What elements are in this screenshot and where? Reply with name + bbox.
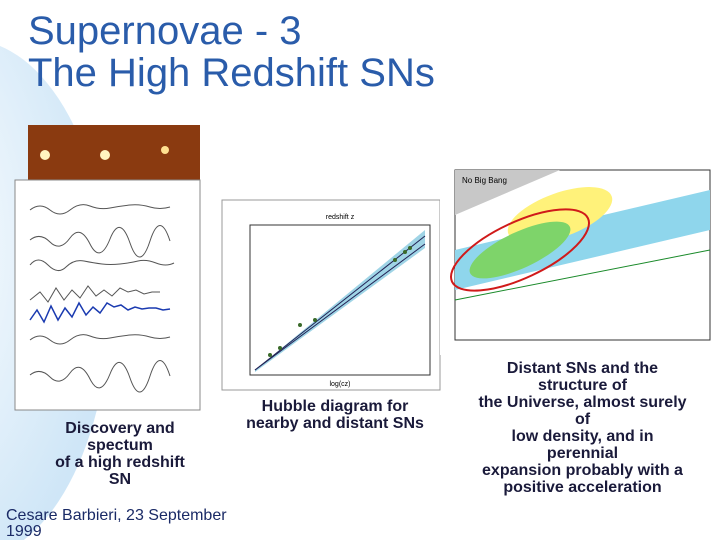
caption-line: Discovery and bbox=[65, 420, 175, 437]
caption-line: Hubble diagram for bbox=[261, 398, 409, 415]
caption-line: SN bbox=[108, 471, 132, 488]
caption-line: expansion probably with a bbox=[482, 462, 683, 479]
caption-line: Distant SNs and the bbox=[506, 360, 659, 377]
inset-label: log(cz) bbox=[329, 381, 350, 388]
caption: Distant SNs and the structure of the Unive… bbox=[450, 360, 715, 496]
footer-line: Cesare Barbieri, 23 September bbox=[6, 507, 227, 524]
footer-line: 1999 bbox=[6, 523, 42, 540]
footer: Cesare Barbieri, 23 September 1999 bbox=[6, 508, 227, 540]
title-line: Supernovae - 3 bbox=[28, 9, 302, 53]
spectra-figure bbox=[14, 125, 201, 411]
caption: Discovery and spectum of a high redshift SN bbox=[20, 420, 220, 488]
caption-line: nearby and distant SNs bbox=[246, 415, 424, 432]
omega-figure: No Big Bang bbox=[440, 165, 715, 355]
caption-line: structure of bbox=[538, 377, 627, 394]
caption-line: the Universe, almost surely bbox=[478, 394, 687, 411]
caption-line: perennial bbox=[546, 445, 619, 462]
caption: Hubble diagram for nearby and distant SNs bbox=[225, 398, 445, 432]
caption-line: spectum bbox=[87, 437, 153, 454]
caption-line: of bbox=[574, 411, 591, 428]
caption-line: low density, and in bbox=[511, 428, 654, 445]
inset-label: No Big Bang bbox=[462, 176, 507, 185]
inset-label: redshift z bbox=[326, 214, 355, 221]
title-line: The High Redshift SNs bbox=[28, 51, 435, 95]
hubble-figure: redshift z log(cz) bbox=[221, 199, 441, 391]
caption-line: of a high redshift bbox=[55, 454, 185, 471]
caption-line: positive acceleration bbox=[503, 479, 662, 496]
